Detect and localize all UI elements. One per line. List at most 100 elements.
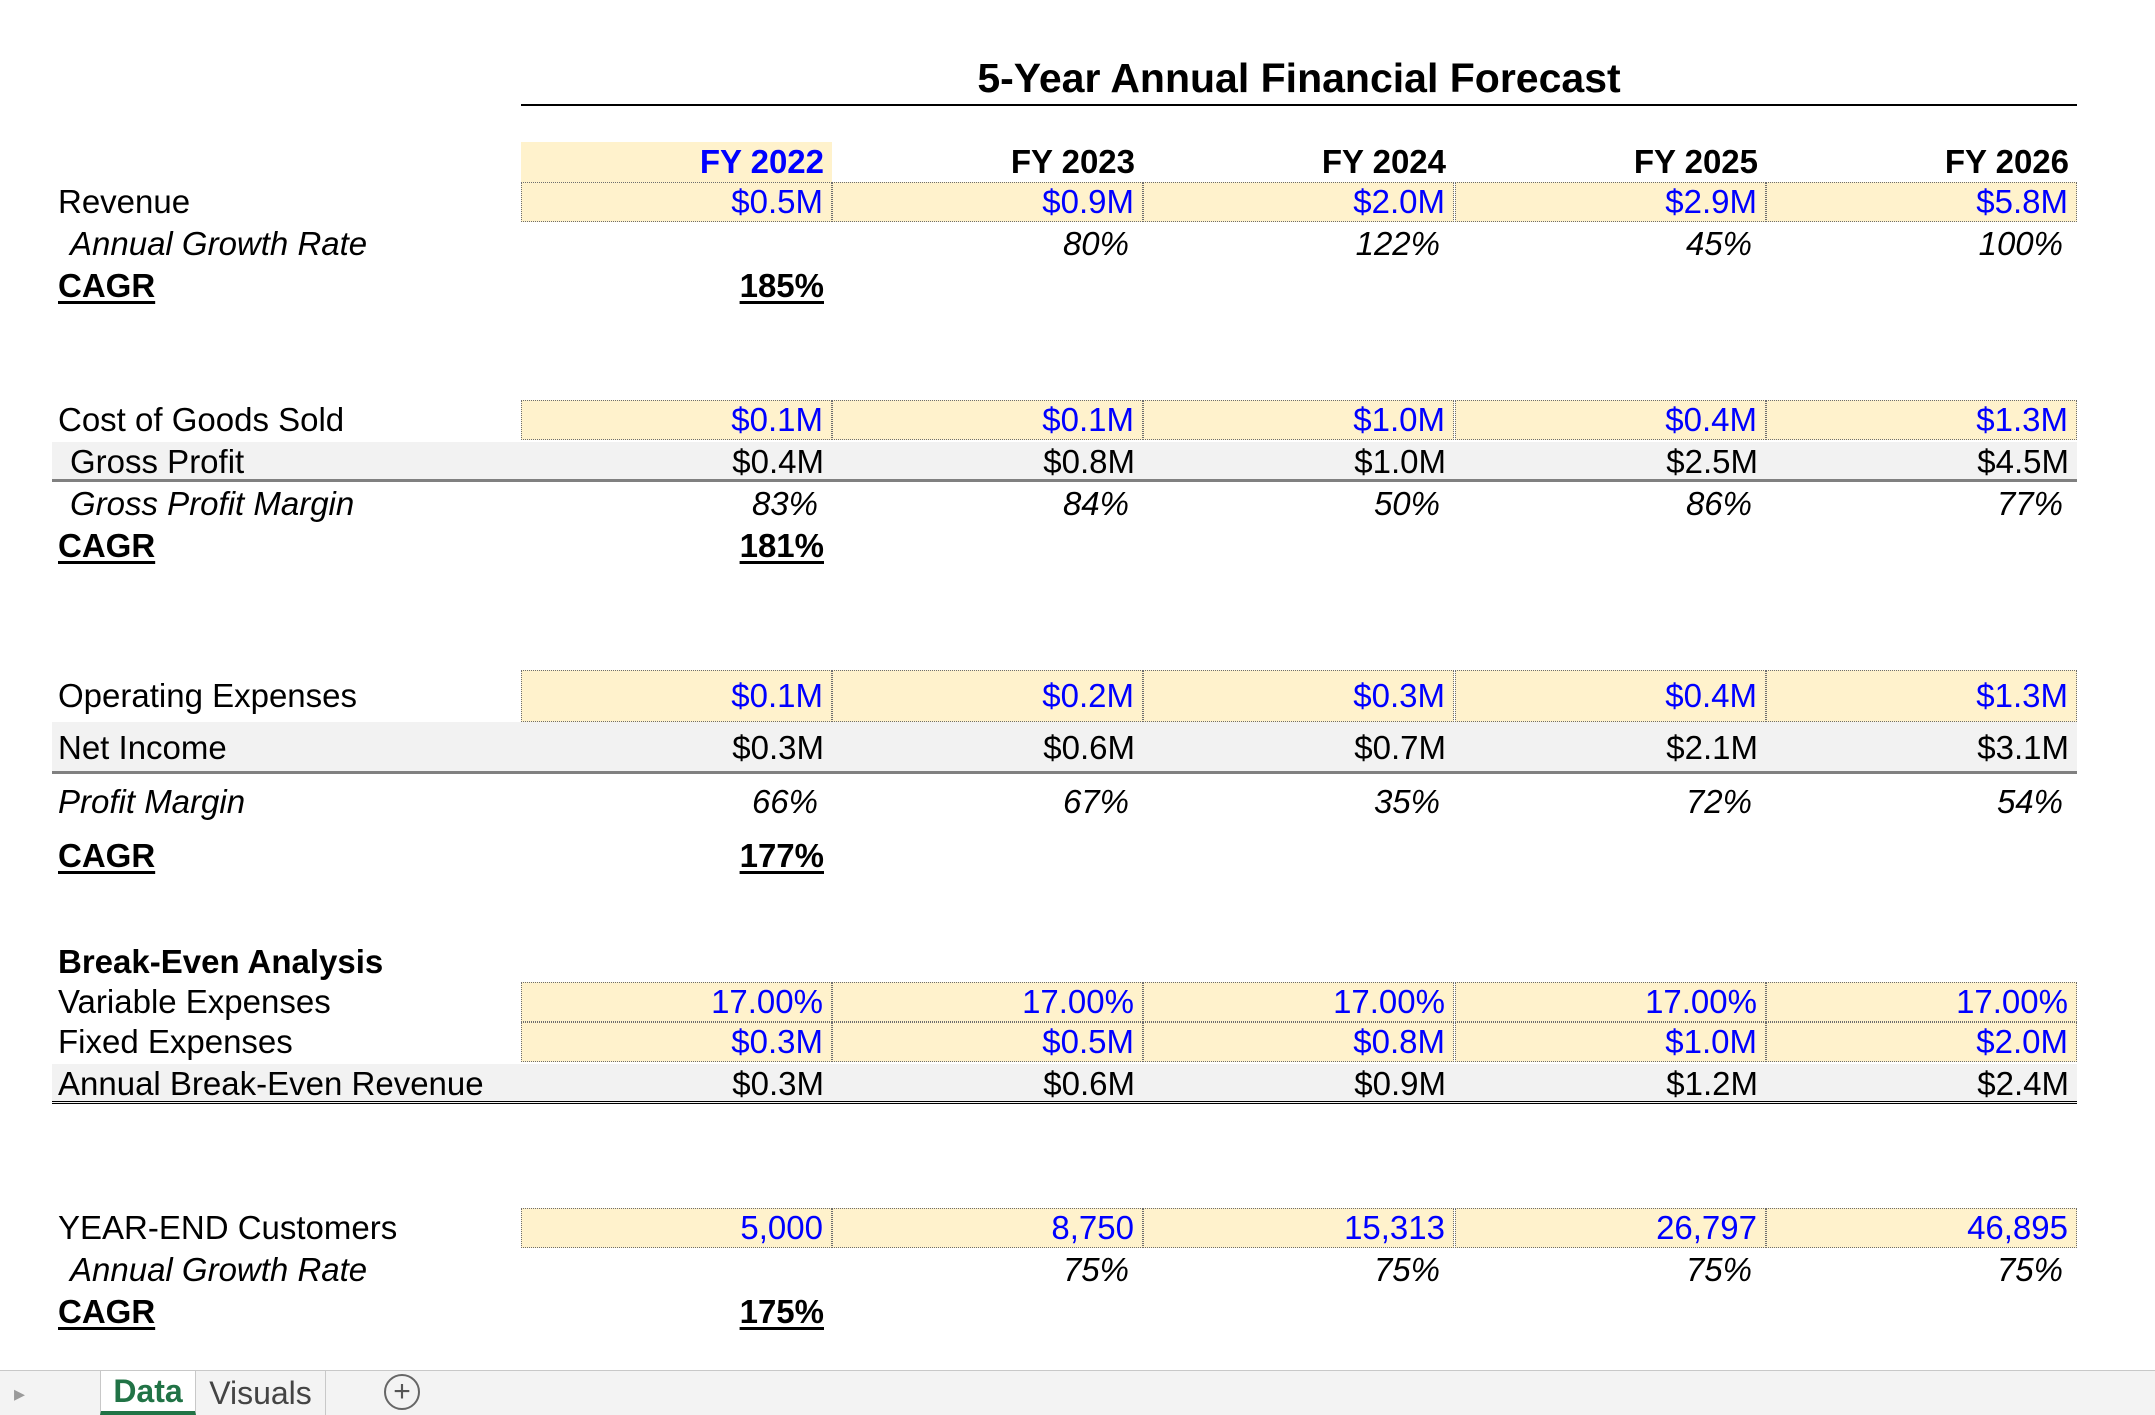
input-cell[interactable]: $2.9M	[1455, 182, 1766, 222]
value-cell[interactable]: 50%	[1373, 485, 1440, 522]
value-cell[interactable]: 100%	[1978, 225, 2063, 262]
input-cell[interactable]: $1.0M	[1455, 1022, 1766, 1062]
value-cell[interactable]: 84%	[1062, 485, 1129, 522]
row-label[interactable]: Gross Profit	[70, 443, 245, 480]
value-cell[interactable]: 75%	[1685, 1251, 1752, 1288]
row-customers: YEAR-END Customers 5,000 8,750 15,313 26,797…	[0, 1208, 2155, 1248]
value-cell[interactable]: 54%	[1996, 783, 2063, 820]
value-cell[interactable]: $2.4M	[1977, 1065, 2069, 1102]
value-cell[interactable]: $0.3M	[732, 729, 824, 766]
input-cell[interactable]: $0.1M	[832, 400, 1143, 440]
value-cell[interactable]: $1.2M	[1666, 1065, 1758, 1102]
input-cell[interactable]: $0.9M	[832, 182, 1143, 222]
input-cell[interactable]: 5,000	[521, 1208, 832, 1248]
year-header-5[interactable]: FY 2026	[1944, 143, 2069, 180]
sheet-tab-data[interactable]: Data	[100, 1371, 196, 1415]
input-cell[interactable]: $0.5M	[521, 182, 832, 222]
input-cell[interactable]: $0.1M	[521, 400, 832, 440]
sheet-tab-visuals[interactable]: Visuals	[196, 1371, 326, 1415]
input-cell[interactable]: 17.00%	[521, 982, 832, 1022]
input-cell[interactable]: 15,313	[1143, 1208, 1454, 1248]
value-cell[interactable]: 122%	[1355, 225, 1440, 262]
input-cell[interactable]: $0.3M	[521, 1022, 832, 1062]
input-cell[interactable]: 46,895	[1766, 1208, 2077, 1248]
value-cell[interactable]: 35%	[1373, 783, 1440, 820]
row-label[interactable]: YEAR-END Customers	[58, 1209, 398, 1246]
input-cell[interactable]: 8,750	[832, 1208, 1143, 1248]
input-cell[interactable]: $1.3M	[1766, 670, 2077, 722]
row-label[interactable]: Cost of Goods Sold	[58, 401, 345, 438]
value-cell[interactable]: 75%	[1373, 1251, 1440, 1288]
value-cell[interactable]: $0.9M	[1354, 1065, 1446, 1102]
input-cell[interactable]: $5.8M	[1766, 182, 2077, 222]
year-header-2[interactable]: FY 2023	[1010, 143, 1135, 180]
row-label[interactable]: CAGR	[58, 267, 156, 304]
row-label[interactable]: Operating Expenses	[58, 677, 358, 714]
row-label[interactable]: Annual Growth Rate	[70, 1251, 368, 1288]
input-cell[interactable]: $0.5M	[832, 1022, 1143, 1062]
year-header-3[interactable]: FY 2024	[1321, 143, 1446, 180]
value-cell[interactable]: $4.5M	[1977, 443, 2069, 480]
page-title: 5-Year Annual Financial Forecast	[521, 52, 2077, 106]
value-cell[interactable]: $3.1M	[1977, 729, 2069, 766]
input-cell[interactable]: $0.3M	[1143, 670, 1454, 722]
value-cell[interactable]: $2.1M	[1666, 729, 1758, 766]
input-cell[interactable]: 17.00%	[1766, 982, 2077, 1022]
value-cell[interactable]: 45%	[1685, 225, 1752, 262]
input-cell[interactable]: 26,797	[1455, 1208, 1766, 1248]
row-label[interactable]: Annual Break-Even Revenue	[58, 1065, 484, 1102]
value-cell[interactable]: 77%	[1996, 485, 2063, 522]
input-cell[interactable]: $2.0M	[1766, 1022, 2077, 1062]
year-header-4[interactable]: FY 2025	[1633, 143, 1758, 180]
cagr-value-cell[interactable]: 181%	[739, 527, 824, 564]
scroll-tabs-arrow-icon[interactable]: ▸	[14, 1381, 26, 1406]
row-label[interactable]: Variable Expenses	[58, 983, 331, 1020]
input-cell[interactable]: $0.2M	[832, 670, 1143, 722]
value-cell[interactable]: 72%	[1685, 783, 1752, 820]
input-cell[interactable]: $0.1M	[521, 670, 832, 722]
value-cell[interactable]: $0.7M	[1354, 729, 1446, 766]
add-sheet-icon[interactable]: +	[384, 1374, 420, 1410]
input-cell[interactable]: 17.00%	[832, 982, 1143, 1022]
value-cell[interactable]: $1.0M	[1354, 443, 1446, 480]
value-cell[interactable]: 83%	[751, 485, 818, 522]
row-variable-expenses: Variable Expenses 17.00% 17.00% 17.00% 17.00…	[0, 982, 2155, 1022]
row-label[interactable]: CAGR	[58, 1293, 156, 1330]
value-cell[interactable]	[521, 224, 832, 264]
row-label[interactable]: Gross Profit Margin	[70, 485, 355, 522]
value-cell[interactable]: $2.5M	[1666, 443, 1758, 480]
row-label[interactable]: Fixed Expenses	[58, 1023, 293, 1060]
row-label[interactable]: Revenue	[58, 183, 191, 220]
row-label[interactable]: Profit Margin	[58, 783, 246, 820]
year-header-1[interactable]: FY 2022	[699, 143, 824, 180]
value-cell[interactable]: $0.6M	[1043, 1065, 1135, 1102]
value-cell[interactable]: $0.3M	[732, 1065, 824, 1102]
cagr-value-cell[interactable]: 175%	[739, 1293, 824, 1330]
cagr-value-cell[interactable]: 177%	[739, 837, 824, 874]
value-cell[interactable]: 86%	[1685, 485, 1752, 522]
input-cell[interactable]: $0.4M	[1455, 670, 1766, 722]
value-cell[interactable]: 66%	[751, 783, 818, 820]
value-cell[interactable]: 75%	[1062, 1251, 1129, 1288]
input-cell[interactable]: $1.0M	[1143, 400, 1454, 440]
value-cell[interactable]: $0.8M	[1043, 443, 1135, 480]
value-cell[interactable]	[521, 1250, 832, 1290]
section-heading[interactable]: Break-Even Analysis	[58, 943, 384, 980]
input-cell[interactable]: $0.4M	[1455, 400, 1766, 440]
value-cell[interactable]: $0.6M	[1043, 729, 1135, 766]
input-cell[interactable]: 17.00%	[1455, 982, 1766, 1022]
value-cell[interactable]: 80%	[1062, 225, 1129, 262]
value-cell[interactable]: $0.4M	[732, 443, 824, 480]
value-cell[interactable]: 67%	[1062, 783, 1129, 820]
cagr-value-cell[interactable]: 185%	[739, 267, 824, 304]
row-label[interactable]: CAGR	[58, 527, 156, 564]
row-label[interactable]: Net Income	[58, 729, 227, 766]
row-label[interactable]: CAGR	[58, 837, 156, 874]
row-label[interactable]: Annual Growth Rate	[70, 225, 368, 262]
input-cell[interactable]: $0.8M	[1143, 1022, 1454, 1062]
value-cell[interactable]: 75%	[1996, 1251, 2063, 1288]
header-highlight	[521, 142, 832, 182]
input-cell[interactable]: $2.0M	[1143, 182, 1454, 222]
input-cell[interactable]: 17.00%	[1143, 982, 1454, 1022]
input-cell[interactable]: $1.3M	[1766, 400, 2077, 440]
